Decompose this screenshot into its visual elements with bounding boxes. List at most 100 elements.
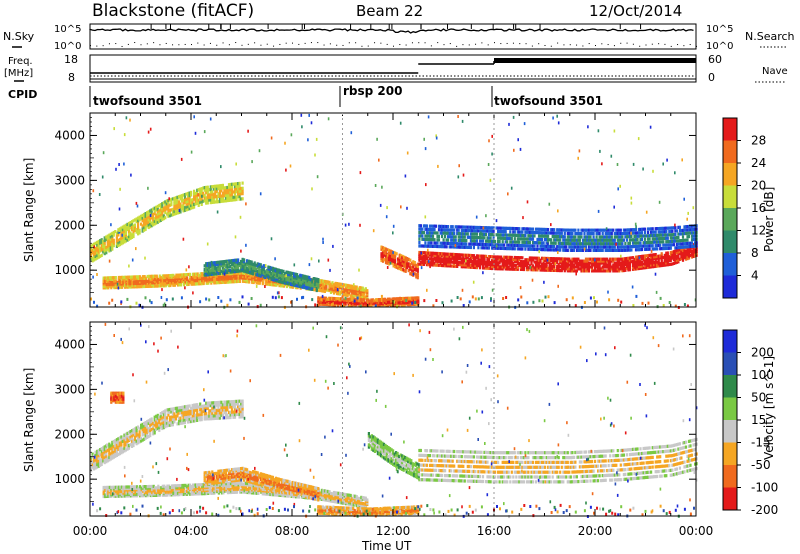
freq-scale-bottom: 8 bbox=[68, 71, 75, 84]
heat-cell bbox=[217, 260, 220, 264]
heat-cell bbox=[115, 231, 118, 235]
heat-cell bbox=[156, 217, 159, 222]
nsearch-point bbox=[462, 44, 464, 46]
heat-cell bbox=[234, 271, 237, 275]
heat-cell bbox=[268, 269, 271, 273]
heat-cell bbox=[230, 195, 234, 199]
heat-cell bbox=[355, 292, 358, 296]
heat-cell bbox=[246, 275, 249, 279]
heat-cell bbox=[111, 234, 114, 238]
heat-cell bbox=[418, 241, 421, 245]
heat-cell bbox=[230, 188, 234, 192]
heat-cell bbox=[158, 209, 161, 213]
heat-cell bbox=[205, 185, 208, 189]
heat-cell bbox=[249, 277, 252, 281]
heat-cell bbox=[250, 266, 253, 270]
heat-cell bbox=[162, 214, 165, 218]
heat-cell bbox=[320, 279, 323, 283]
heat-cell bbox=[187, 199, 190, 203]
heat-cell bbox=[282, 279, 285, 283]
heat-cell bbox=[205, 188, 208, 192]
heat-cell bbox=[97, 253, 100, 257]
heat-cell bbox=[258, 268, 261, 272]
heat-cell bbox=[279, 270, 282, 275]
heat-cell bbox=[118, 227, 121, 231]
heat-cell bbox=[269, 281, 272, 285]
heat-cell bbox=[560, 231, 563, 235]
heat-cell bbox=[270, 268, 273, 272]
heat-cell bbox=[267, 267, 270, 271]
heat-cell bbox=[437, 234, 441, 238]
heat-cell bbox=[293, 281, 296, 285]
nsearch-point bbox=[329, 43, 331, 45]
heat-cell bbox=[294, 282, 297, 286]
cpid-segment-2: rbsp 200 bbox=[343, 84, 402, 98]
heat-cell bbox=[146, 279, 149, 283]
heat-cell bbox=[203, 264, 206, 268]
heat-cell bbox=[152, 278, 155, 282]
nsearch-point bbox=[683, 45, 685, 47]
heat-cell bbox=[326, 288, 329, 292]
heat-cell bbox=[513, 247, 516, 251]
heat-cell bbox=[126, 282, 130, 286]
nsearch-point bbox=[273, 45, 275, 47]
heat-cell bbox=[299, 279, 302, 283]
heat-cell bbox=[235, 184, 238, 188]
heat-cell bbox=[354, 285, 357, 289]
heat-cell bbox=[268, 271, 271, 275]
heat-cell bbox=[137, 221, 140, 225]
heat-cell bbox=[391, 297, 394, 301]
heat-cell bbox=[197, 203, 200, 207]
heat-cell bbox=[224, 193, 227, 198]
heat-cell bbox=[168, 214, 171, 218]
heat-cell bbox=[250, 269, 253, 274]
nsearch-point bbox=[449, 43, 451, 45]
heat-cell bbox=[203, 188, 206, 192]
heat-cell bbox=[290, 275, 293, 279]
heat-cell bbox=[108, 282, 111, 286]
heat-cell bbox=[258, 272, 261, 276]
heat-cell bbox=[109, 237, 112, 242]
heat-cell bbox=[206, 185, 209, 189]
heat-cell bbox=[209, 265, 212, 269]
heat-cell bbox=[319, 287, 322, 291]
heat-cell bbox=[421, 234, 424, 238]
heat-cell bbox=[182, 201, 185, 205]
heat-cell bbox=[161, 210, 164, 214]
heat-cell bbox=[249, 269, 252, 273]
heat-cell bbox=[340, 287, 343, 291]
heat-cell bbox=[229, 264, 232, 269]
heat-cell bbox=[345, 288, 348, 292]
heat-cell bbox=[194, 194, 197, 198]
heat-cell bbox=[297, 279, 300, 283]
heat-cell bbox=[267, 272, 270, 277]
heat-cell bbox=[322, 289, 325, 293]
heat-cell bbox=[218, 197, 221, 201]
heat-cell bbox=[223, 274, 226, 278]
heat-cell bbox=[230, 190, 234, 194]
heat-cell bbox=[155, 208, 158, 212]
heat-cell bbox=[177, 195, 181, 199]
heat-cell bbox=[326, 299, 329, 303]
heat-cell bbox=[288, 271, 291, 275]
heat-cell bbox=[290, 279, 293, 283]
heat-cell bbox=[208, 198, 211, 202]
heat-cell bbox=[630, 248, 633, 252]
heat-cell bbox=[123, 283, 126, 288]
heat-cell bbox=[212, 184, 215, 189]
heat-cell bbox=[217, 279, 220, 283]
heat-cell bbox=[311, 278, 314, 282]
heat-cell bbox=[352, 291, 355, 295]
heat-cell bbox=[377, 298, 381, 302]
heat-cell bbox=[233, 258, 237, 262]
heat-cell bbox=[207, 275, 210, 279]
heat-cell bbox=[93, 253, 96, 257]
heat-cell bbox=[290, 282, 293, 286]
heat-cell bbox=[220, 194, 223, 198]
heat-cell bbox=[293, 274, 296, 278]
heat-cell bbox=[271, 268, 274, 272]
heat-cell bbox=[155, 218, 158, 222]
heat-cell bbox=[117, 233, 120, 237]
heat-cell bbox=[265, 270, 268, 274]
nsearch-point bbox=[348, 42, 350, 44]
